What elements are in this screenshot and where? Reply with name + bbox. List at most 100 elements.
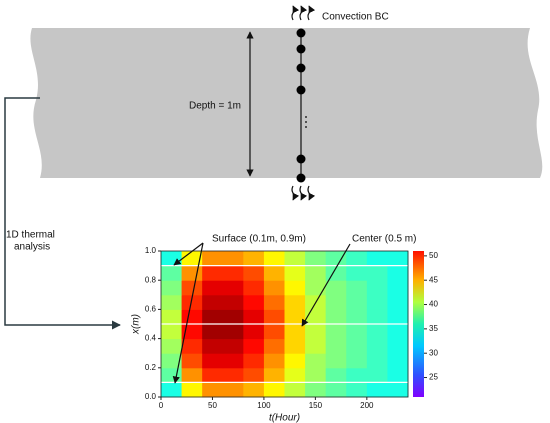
heat-cell <box>263 353 285 369</box>
center-label: Center (0.5 m) <box>352 234 416 245</box>
colorbar-tick-label: 40 <box>429 300 438 309</box>
colorbar-tick-label: 45 <box>429 275 438 284</box>
heat-cell <box>202 309 224 325</box>
heat-cell <box>305 265 327 281</box>
heat-cell <box>366 280 388 296</box>
x-tick-label: 150 <box>309 401 323 410</box>
x-tick-label: 200 <box>360 401 374 410</box>
heat-cell <box>325 324 347 340</box>
heat-cell <box>161 367 183 383</box>
heat-cell <box>366 353 388 369</box>
heat-cell <box>284 309 306 325</box>
heat-cell <box>366 367 388 383</box>
colorbar-tick-label: 30 <box>429 348 438 357</box>
heat-cell <box>263 309 285 325</box>
heat-cell <box>202 280 224 296</box>
heat-cell <box>202 251 224 267</box>
heat-cell <box>366 324 388 340</box>
heat-cell <box>346 265 368 281</box>
heat-cell <box>222 280 244 296</box>
heat-cell <box>263 382 285 398</box>
heat-cell <box>243 251 265 267</box>
heat-cell <box>202 382 224 398</box>
heat-cell <box>387 338 409 354</box>
heat-cell <box>161 353 183 369</box>
heat-cell <box>222 324 244 340</box>
y-tick-label: 0.8 <box>145 275 157 284</box>
heat-cell <box>366 251 388 267</box>
heat-cell <box>202 265 224 281</box>
heat-cell <box>181 353 203 369</box>
heat-cell <box>387 367 409 383</box>
heat-cell <box>202 324 224 340</box>
y-tick-label: 0.0 <box>145 392 157 401</box>
heat-cell <box>161 294 183 310</box>
colorbar-tick-label: 25 <box>429 373 438 382</box>
heat-cell <box>161 251 183 267</box>
heat-cell <box>387 353 409 369</box>
heat-cell <box>284 294 306 310</box>
convection-arrows <box>291 5 316 201</box>
heat-cell <box>161 338 183 354</box>
heat-cell <box>263 251 285 267</box>
heat-cell <box>202 338 224 354</box>
heat-cell <box>346 367 368 383</box>
connector <box>4 97 121 330</box>
heat-cell <box>181 324 203 340</box>
x-tick-label: 0 <box>159 401 164 410</box>
heat-cell <box>387 265 409 281</box>
heat-cell <box>305 338 327 354</box>
heat-cell <box>325 338 347 354</box>
heat-cell <box>346 280 368 296</box>
heat-cell <box>346 294 368 310</box>
heat-cell <box>222 251 244 267</box>
heat-cell <box>222 367 244 383</box>
heat-cell <box>202 353 224 369</box>
heat-cell <box>325 294 347 310</box>
heat-cell <box>366 309 388 325</box>
heat-cell <box>305 251 327 267</box>
heat-cell <box>305 280 327 296</box>
heat-cell <box>366 265 388 281</box>
heat-cell <box>366 294 388 310</box>
heat-cell <box>387 382 409 398</box>
heat-cell <box>346 309 368 325</box>
heat-cell <box>346 338 368 354</box>
heat-cell <box>181 309 203 325</box>
colorbar-tick-label: 35 <box>429 324 438 333</box>
y-tick-label: 0.2 <box>145 363 157 372</box>
colorbar-tick-label: 50 <box>429 251 438 260</box>
heat-cell <box>263 280 285 296</box>
heat-cell <box>243 309 265 325</box>
heat-cell <box>325 367 347 383</box>
heat-cell <box>346 251 368 267</box>
analysis-label: analysis <box>14 242 50 253</box>
heat-cell <box>181 382 203 398</box>
heat-cell <box>263 324 285 340</box>
heat-cell <box>243 280 265 296</box>
slab <box>30 28 543 178</box>
heat-cell <box>346 382 368 398</box>
heat-cell <box>325 251 347 267</box>
analysis-label: 1D thermal <box>6 230 55 241</box>
heat-cell <box>161 280 183 296</box>
heat-cell <box>243 367 265 383</box>
heat-cell <box>202 294 224 310</box>
heat-cell <box>222 353 244 369</box>
heat-cell <box>387 251 409 267</box>
heat-cell <box>243 265 265 281</box>
heat-cell <box>387 280 409 296</box>
heat-cell <box>222 382 244 398</box>
heat-cell <box>387 324 409 340</box>
y-axis-label: x(m) <box>131 314 142 335</box>
y-tick-label: 0.4 <box>145 334 157 343</box>
y-tick-label: 1.0 <box>145 246 157 255</box>
colorbar <box>413 251 424 397</box>
heat-cell <box>243 382 265 398</box>
heat-cell <box>284 367 306 383</box>
x-tick-label: 100 <box>257 401 271 410</box>
heat-cell <box>263 294 285 310</box>
heat-cell <box>181 280 203 296</box>
heat-cell <box>263 265 285 281</box>
